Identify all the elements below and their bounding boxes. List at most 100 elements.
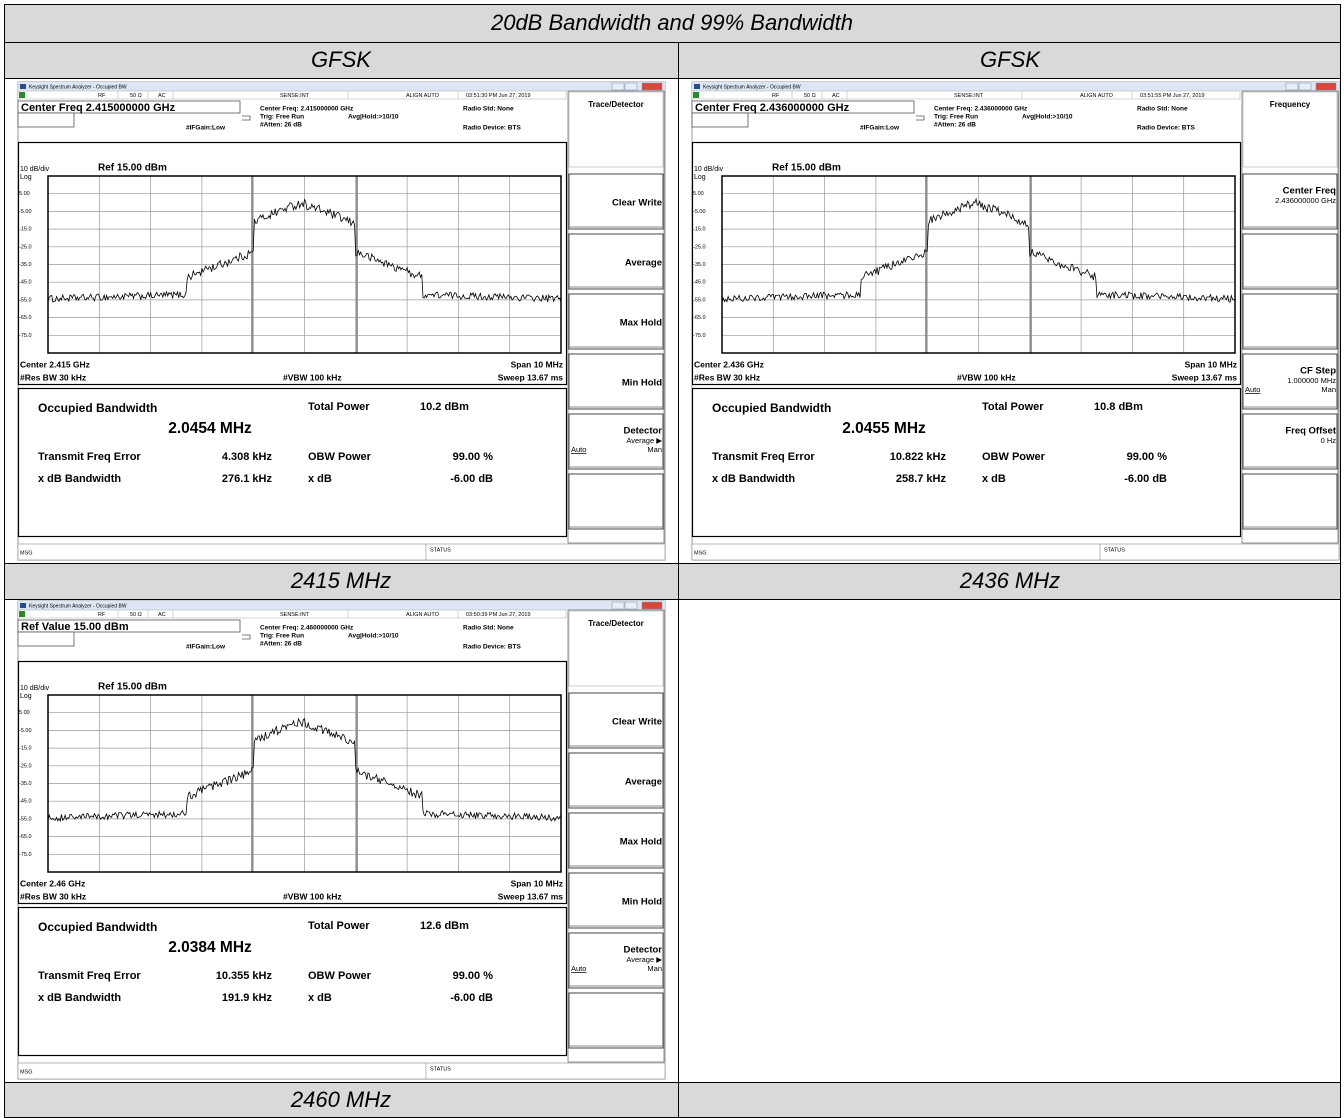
resolution-bandwidth: #Res BW 30 kHz <box>694 372 760 382</box>
video-bandwidth: #VBW 100 kHz <box>283 372 342 382</box>
status-field: 50 Ω <box>804 93 816 99</box>
setting: Center Freq: 2.415000000 GHz <box>260 106 354 113</box>
softkey-value: Average ▶ <box>626 436 663 445</box>
setting: #Atten: 26 dB <box>260 122 302 129</box>
center-frequency: Center 2.436 GHz <box>694 359 764 369</box>
message-label: MSG <box>694 550 707 556</box>
setting: Trig: Free Run <box>260 114 304 121</box>
span: Span 10 MHz <box>511 359 563 369</box>
span: Span 10 MHz <box>511 878 563 888</box>
status-icon <box>693 92 699 98</box>
status-label: STATUS <box>430 1066 451 1072</box>
softkey-value: 2.436000000 GHz <box>1275 196 1336 205</box>
softkey[interactable] <box>569 474 663 529</box>
status-field: 50 Ω <box>130 612 142 618</box>
log-label: Log <box>694 174 706 181</box>
result-label: Occupied Bandwidth <box>38 920 157 934</box>
result-label: OBW Power <box>982 451 1046 463</box>
log-label: Log <box>20 174 32 181</box>
y-axis-label: -25.0 <box>19 763 32 769</box>
center-frequency: Center 2.46 GHz <box>20 878 85 888</box>
softkey[interactable] <box>1243 474 1337 529</box>
status-field: AC <box>158 612 166 618</box>
video-bandwidth: #VBW 100 kHz <box>283 891 342 901</box>
caption-background <box>4 1082 1340 1117</box>
y-axis-label: -55.0 <box>19 297 32 303</box>
result-label: x dB <box>982 473 1006 485</box>
result-label: x dB Bandwidth <box>38 992 121 1004</box>
y-axis-label: -5.00 <box>19 728 32 734</box>
status-field: SENSE:INT <box>954 93 984 99</box>
result-label: x dB Bandwidth <box>712 473 795 485</box>
scale-label: 10 dB/div <box>20 685 50 692</box>
setting: Center Freq: 2.436000000 GHz <box>934 106 1028 113</box>
softkey-option: Man <box>647 964 662 973</box>
setting: #Atten: 26 dB <box>934 122 976 129</box>
softkey-label: Freq Offset <box>1285 426 1337 437</box>
result-value: 99.00 % <box>453 970 494 982</box>
active-field: Center Freq 2.436000000 GHz <box>695 102 850 114</box>
ref-level: Ref 15.00 dBm <box>98 163 167 174</box>
sweep-time: Sweep 13.67 ms <box>498 891 563 901</box>
message-label: MSG <box>20 1069 33 1075</box>
setting: Avg|Hold:>10/10 <box>1022 114 1073 121</box>
result-value: 2.0455 MHz <box>842 420 926 437</box>
y-axis-label: -55.0 <box>693 297 706 303</box>
setting: Avg|Hold:>10/10 <box>348 114 399 121</box>
softkey-label: Clear Write <box>612 198 662 209</box>
y-axis-label: -65.0 <box>19 834 32 840</box>
status-field: RF <box>772 93 780 99</box>
setting: Radio Std: None <box>463 625 514 632</box>
window-button <box>625 83 637 90</box>
status-field: 03:50:39 PM Jun 27, 2019 <box>466 612 531 618</box>
result-value: 10.8 dBm <box>1094 401 1143 413</box>
y-axis-label: -45.0 <box>19 799 32 805</box>
setting: Center Freq: 2.460000000 GHz <box>260 625 354 632</box>
status-field: 03:51:30 PM Jun 27, 2019 <box>466 93 531 99</box>
analyzer-screenshot: Keysight Spectrum Analyzer - Occupied BW… <box>18 601 665 1079</box>
caption: 2460 MHz <box>290 1087 391 1112</box>
result-label: Transmit Freq Error <box>712 451 815 463</box>
ref-level: Ref 15.00 dBm <box>772 163 841 174</box>
softkey[interactable] <box>1243 234 1337 289</box>
result-value: 99.00 % <box>453 451 494 463</box>
status-field: ALIGN AUTO <box>406 93 440 99</box>
result-label: Occupied Bandwidth <box>712 401 831 415</box>
window-button <box>1299 83 1311 90</box>
softkey-label: Min Hold <box>622 897 662 908</box>
softkey-label: Detector <box>623 945 662 956</box>
result-label: x dB Bandwidth <box>38 473 121 485</box>
result-value: -6.00 dB <box>1124 473 1167 485</box>
result-label: Transmit Freq Error <box>38 970 141 982</box>
message-bar <box>18 1063 665 1079</box>
y-axis-label: -65.0 <box>693 315 706 321</box>
result-value: -6.00 dB <box>450 473 493 485</box>
menu-title: Trace/Detector <box>588 619 644 628</box>
setting: Radio Device: BTS <box>463 125 521 132</box>
softkey[interactable] <box>1243 294 1337 349</box>
status-field: RF <box>98 93 106 99</box>
y-axis-label: -25.0 <box>693 244 706 250</box>
sweep-time: Sweep 13.67 ms <box>1172 372 1237 382</box>
softkey-value: 0 Hz <box>1321 436 1337 445</box>
setting: Radio Device: BTS <box>463 644 521 651</box>
status-field: AC <box>832 93 840 99</box>
window-button <box>625 602 637 609</box>
column-header: GFSK <box>311 47 372 72</box>
window-button <box>612 602 624 609</box>
softkey[interactable] <box>569 993 663 1048</box>
analyzer-screenshot: Keysight Spectrum Analyzer - Occupied BW… <box>18 82 665 560</box>
softkey-label: Clear Write <box>612 717 662 728</box>
status-field: 03:51:55 PM Jun 27, 2019 <box>1140 93 1205 99</box>
y-axis-label: 5.00 <box>19 710 30 716</box>
result-value: 10.822 kHz <box>890 451 947 463</box>
softkey-label: Max Hold <box>620 318 662 329</box>
setting: #IFGain:Low <box>186 125 226 132</box>
result-label: Transmit Freq Error <box>38 451 141 463</box>
status-icon <box>19 92 25 98</box>
menu-title: Trace/Detector <box>588 100 644 109</box>
app-icon <box>20 603 26 608</box>
log-label: Log <box>20 693 32 700</box>
resolution-bandwidth: #Res BW 30 kHz <box>20 372 86 382</box>
y-axis-label: -15.0 <box>19 227 32 233</box>
